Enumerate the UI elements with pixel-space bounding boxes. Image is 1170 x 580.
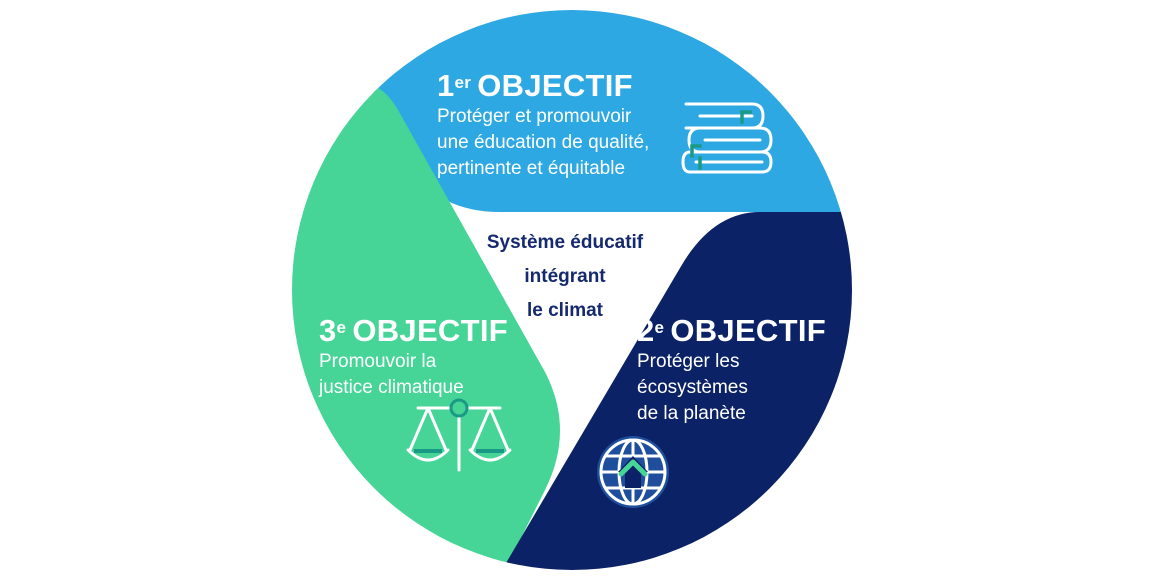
objective-2-heading: 2e OBJECTIF (637, 313, 827, 348)
globe-icon (597, 436, 669, 508)
objective-1: 1er OBJECTIF Protéger et promouvoir une é… (437, 68, 649, 182)
segment-objective-3 (292, 80, 560, 570)
books-icon (681, 102, 773, 174)
center-line-3: le climat (526, 300, 604, 321)
objective-1-description: Protéger et promouvoir une éducation de … (437, 106, 650, 179)
scales-icon (406, 406, 512, 472)
center-line-2: intégrant (524, 266, 606, 287)
objective-2: 2e OBJECTIF Protéger les écosystèmes de l… (637, 313, 826, 427)
objective-3: 3e OBJECTIF Promouvoir la justice climati… (319, 313, 508, 401)
objective-2-description: Protéger les écosystèmes de la planète (637, 351, 748, 424)
center-line-1: Système éducatif (486, 232, 644, 253)
objective-3-description: Promouvoir la justice climatique (319, 351, 464, 398)
objective-3-heading: 3e OBJECTIF (319, 313, 509, 348)
objective-1-heading: 1er OBJECTIF (437, 68, 633, 103)
center-label: Système éducatif intégrant le climat (440, 226, 690, 328)
